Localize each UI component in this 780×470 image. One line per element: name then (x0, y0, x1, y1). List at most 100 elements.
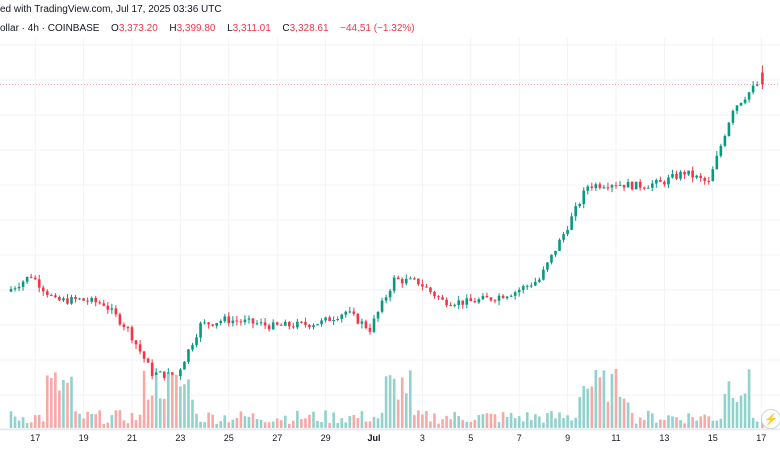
volume-bar (134, 420, 138, 428)
candle-body (219, 321, 223, 324)
candle-body (699, 175, 702, 178)
candle-body (336, 319, 339, 321)
volume-bar (130, 412, 134, 428)
candle-body (409, 278, 412, 280)
candle-body (489, 297, 493, 301)
candle-body (158, 371, 162, 373)
volume-bar (602, 370, 606, 428)
candle-body (622, 184, 626, 188)
volume-bar (630, 412, 634, 428)
volume-bar (58, 390, 61, 428)
candle-body (328, 317, 331, 322)
volume-bar (199, 421, 202, 428)
candle-body (513, 292, 517, 296)
candle-body (566, 229, 569, 235)
candle-body (413, 278, 416, 280)
candle-body (215, 323, 218, 326)
volume-bar (743, 393, 747, 428)
volume-bar (513, 418, 517, 428)
volume-bar (626, 402, 630, 428)
candle-body (626, 181, 630, 188)
candle-body (711, 169, 715, 182)
volume-bar (191, 399, 194, 428)
candle-body (481, 296, 485, 300)
volume-bar (396, 399, 400, 428)
candle-body (292, 326, 295, 328)
candle-body (735, 105, 739, 111)
candle-body (380, 300, 384, 312)
candle-body (62, 298, 65, 301)
candle-body (707, 180, 711, 182)
header-text: ed with TradingView.com, Jul 17, 2025 03… (0, 4, 222, 15)
volume-bar (158, 398, 162, 428)
candle-body (651, 183, 654, 188)
tradingview-logo-icon[interactable]: ⚡ (762, 410, 780, 428)
volume-bar (54, 372, 57, 428)
candle-body (655, 179, 658, 184)
x-tick-label: 21 (127, 433, 137, 443)
volume-bar (667, 415, 670, 428)
candle-body (590, 186, 594, 189)
candle-body (465, 298, 469, 305)
candle-body (679, 171, 682, 179)
volume-bar (610, 373, 614, 428)
chart-header: ed with TradingView.com, Jul 17, 2025 03… (0, 4, 222, 15)
candle-body (761, 72, 764, 85)
candle-body (521, 286, 525, 290)
candle-body (66, 298, 69, 304)
volume-bar (25, 423, 29, 428)
candle-body (497, 295, 501, 301)
volume-bar (94, 414, 97, 428)
volume-bar (679, 420, 682, 428)
volume-bar (598, 377, 602, 428)
candle-body (146, 358, 150, 363)
candle-body (505, 296, 509, 299)
change-value: −44.51 (−1.32%) (340, 23, 415, 34)
ohlc-legend: ollar · 4h · COINBASE O3,373.20 H3,399.8… (0, 23, 415, 34)
volume-bar (437, 423, 440, 428)
volume-bar (404, 393, 408, 428)
candle-body (171, 372, 174, 376)
candle-body (348, 311, 352, 313)
candle-body (384, 297, 388, 301)
volume-bar (175, 374, 178, 428)
volume-bar (550, 411, 553, 428)
candle-body (667, 177, 670, 185)
volume-bar (429, 421, 432, 428)
candle-body (110, 308, 114, 310)
candle-body (663, 181, 666, 185)
volume-bar (122, 420, 126, 428)
candle-body (747, 92, 751, 100)
candle-body (586, 186, 590, 191)
volume-bar (66, 382, 69, 428)
volume-bar (275, 418, 279, 428)
volume-bar (259, 419, 263, 428)
candle-body (453, 304, 456, 306)
candle-body (29, 276, 33, 278)
volume-bar (719, 418, 723, 428)
volume-bar (98, 410, 102, 428)
volume-bar (392, 378, 396, 428)
volume-bar (376, 418, 380, 428)
volume-bar (663, 419, 666, 428)
volume-bar (400, 377, 404, 428)
candle-body (558, 239, 561, 251)
volume-bar (425, 410, 428, 428)
volume-bar (110, 415, 114, 428)
candle-body (162, 371, 166, 378)
volume-bar (288, 423, 291, 428)
candle-body (542, 269, 545, 280)
candle-body (719, 145, 723, 156)
x-tick-label: 5 (468, 433, 473, 443)
volume-bar (336, 423, 339, 428)
candle-body (554, 250, 557, 255)
candle-body (102, 303, 106, 306)
volume-bar (586, 388, 590, 428)
x-tick-label: 9 (565, 433, 570, 443)
volume-bar (102, 423, 106, 428)
candle-body (271, 322, 275, 330)
volume-bar (546, 413, 549, 428)
candle-body (154, 372, 158, 377)
volume-bar (142, 370, 146, 428)
